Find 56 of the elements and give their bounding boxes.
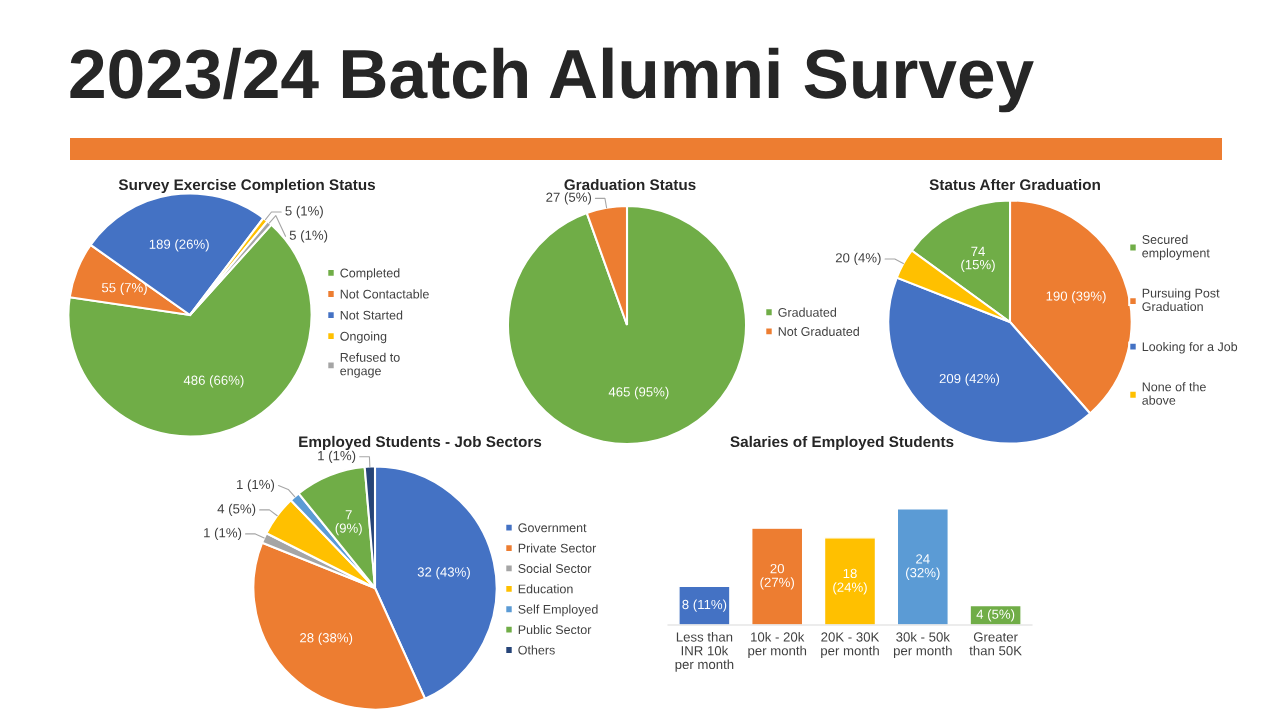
data-label: 1 (1%): [318, 450, 356, 463]
legend-label: Completed: [340, 268, 400, 280]
data-label: 4 (5%): [217, 503, 256, 517]
legend-label: Public Sector: [518, 624, 592, 635]
data-label: 486 (66%): [183, 375, 244, 388]
data-label: 18 (24%): [833, 568, 867, 595]
data-label: 24 (32%): [906, 554, 940, 580]
data-label: 32 (43%): [417, 566, 470, 580]
legend-label: Government: [518, 523, 587, 533]
legend-label: Ongoing: [340, 331, 387, 344]
data-label: 4 (5%): [976, 609, 1015, 622]
legend-label: Others: [518, 645, 555, 655]
chart-title: Employed Students - Job Sectors: [299, 435, 542, 451]
x-tick-label: Less than INR 10k per month: [675, 631, 734, 672]
legend-label: Self Employed: [518, 604, 598, 617]
x-tick-label: Greater than 50K: [969, 632, 1022, 656]
data-label: 20 (27%): [760, 563, 794, 590]
data-label: 5 (1%): [285, 205, 323, 219]
legend-label: None of the above: [1142, 382, 1206, 405]
data-label: 1 (1%): [237, 479, 275, 492]
legend-label: Not Started: [340, 310, 403, 320]
legend-label: Social Sector: [518, 563, 592, 573]
data-label: 8 (11%): [682, 599, 727, 612]
x-tick-label: 30k - 50k per month: [893, 631, 952, 658]
data-label: 55 (7%): [101, 282, 147, 295]
legend-label: Not Graduated: [778, 326, 859, 336]
data-label: 189 (26%): [149, 239, 209, 252]
legend-label: Secured employment: [1142, 234, 1210, 260]
chart-title: Graduation Status: [564, 178, 696, 191]
text: 2023/24 Batch Alumni Survey: [70, 47, 1034, 113]
data-label: 28 (38%): [300, 632, 353, 646]
legend-label: Looking for a Job: [1142, 341, 1238, 354]
data-label: 1 (1%): [204, 527, 242, 541]
data-label: 27 (5%): [546, 192, 592, 205]
data-label: 74 (15%): [961, 246, 995, 272]
chart-title: Salaries of Employed Students: [730, 435, 954, 451]
x-tick-label: 10k - 20k per month: [748, 631, 807, 658]
legend-label: Refused to engage: [340, 352, 400, 378]
chart-title: Survey Exercise Completion Status: [118, 178, 376, 194]
x-tick-label: 20K - 30K per month: [821, 632, 880, 658]
data-label: 190 (39%): [1046, 291, 1106, 304]
chart-title: Status After Graduation: [929, 178, 1100, 191]
data-label: 465 (95%): [608, 386, 669, 400]
legend-label: Education: [518, 584, 573, 594]
data-label: 5 (1%): [289, 230, 328, 243]
bar: [823, 537, 877, 625]
legend-label: Graduated: [778, 307, 837, 317]
legend-label: Pursuing Post Graduation: [1142, 288, 1220, 312]
bar: [678, 585, 731, 625]
bar: [751, 527, 804, 625]
data-label: 20 (4%): [835, 252, 881, 266]
legend-label: Private Sector: [518, 543, 597, 553]
data-label: 209 (42%): [939, 373, 1000, 386]
bar: [896, 508, 949, 625]
legend-label: Not Contactable: [340, 289, 429, 299]
data-label: 7 (9%): [335, 510, 362, 536]
